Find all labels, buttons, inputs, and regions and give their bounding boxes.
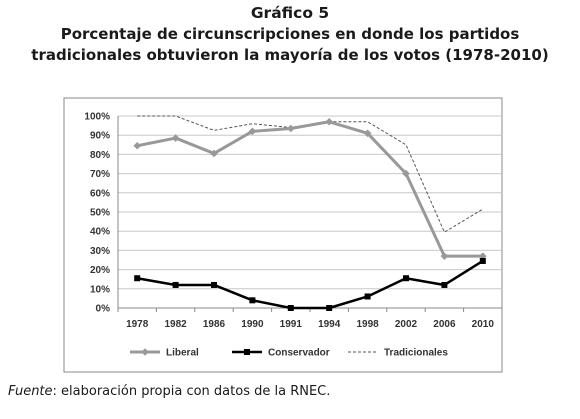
data-point-liberal xyxy=(325,117,333,126)
y-tick-label: 20% xyxy=(90,265,110,276)
data-point-liberal xyxy=(210,149,218,158)
source-note: Fuente: elaboración propia con datos de … xyxy=(8,384,330,399)
y-tick-label: 100% xyxy=(84,112,110,123)
legend-label-liberal: Liberal xyxy=(166,348,199,359)
series-line-liberal xyxy=(136,120,483,258)
x-tick-label: 1998 xyxy=(356,319,379,330)
source-text: : elaboración propia con datos de la RNE… xyxy=(52,384,331,399)
x-tick-label: 1994 xyxy=(318,319,341,330)
data-point-conservador xyxy=(441,281,448,288)
legend-marker-liberal xyxy=(141,348,149,356)
y-tick-label: 40% xyxy=(90,227,110,238)
data-point-conservador xyxy=(326,305,333,311)
data-point-liberal xyxy=(287,124,295,133)
legend-label-conservador: Conservador xyxy=(268,348,330,359)
data-point-liberal xyxy=(171,134,180,142)
x-tick-label: 1982 xyxy=(164,319,187,330)
data-point-liberal xyxy=(133,141,141,150)
legend-label-tradicionales: Tradicionales xyxy=(384,348,448,359)
figure-label: Gráfico 5 xyxy=(250,4,330,22)
y-tick-label: 80% xyxy=(90,150,110,161)
x-tick-label: 2006 xyxy=(433,319,456,330)
data-point-conservador xyxy=(134,275,141,282)
data-point-liberal xyxy=(440,252,449,260)
y-tick-label: 70% xyxy=(90,169,110,180)
x-tick-label: 1991 xyxy=(280,319,303,330)
chart-area: 0%10%20%30%40%50%60%70%80%90%100% 1978 19… xyxy=(63,97,503,373)
y-tick-label: 10% xyxy=(90,284,110,295)
source-label: Fuente xyxy=(8,384,53,399)
data-point-liberal xyxy=(402,169,410,178)
data-point-liberal xyxy=(363,129,372,138)
chart-title-line-1: Porcentaje de circunscripciones en donde… xyxy=(60,25,520,43)
legend-marker-conservador xyxy=(244,349,250,355)
data-point-conservador xyxy=(249,297,256,304)
y-tick-label: 90% xyxy=(90,131,110,142)
y-axis-ticks: 0% 10% 20% 30% 40% 50% 60% 70% 80% 90% 100% xyxy=(84,112,110,315)
data-point-conservador xyxy=(287,305,294,311)
series-line-conservador xyxy=(136,259,484,310)
x-tick-label: 1986 xyxy=(203,319,226,330)
x-tick-label: 1990 xyxy=(241,319,264,330)
chart-title-line-2: tradicionales obtuvieron la mayoría de l… xyxy=(31,46,549,64)
x-tick-label: 2010 xyxy=(472,319,495,330)
series-layer xyxy=(133,115,487,311)
data-point-liberal xyxy=(248,127,257,136)
data-point-conservador xyxy=(172,281,179,288)
y-tick-label: 0% xyxy=(96,304,111,315)
y-tick-label: 50% xyxy=(90,208,110,219)
y-tick-label: 30% xyxy=(90,246,110,257)
chart-title-block: Gráfico 5 Porcentaje de circunscripcione… xyxy=(0,2,580,66)
legend: Liberal Conservador Tradicionales xyxy=(130,348,448,359)
x-axis-ticks: 1978 1982 1986 1990 1991 1994 1998 2002 2006 2010 xyxy=(117,308,503,330)
x-tick-label: 2002 xyxy=(395,319,418,330)
chart-frame xyxy=(63,97,503,373)
data-point-conservador xyxy=(364,293,371,300)
data-point-conservador xyxy=(403,275,409,282)
data-point-conservador xyxy=(211,281,217,288)
data-point-conservador xyxy=(479,257,486,264)
y-tick-label: 60% xyxy=(90,188,110,199)
x-tick-label: 1978 xyxy=(126,319,149,330)
